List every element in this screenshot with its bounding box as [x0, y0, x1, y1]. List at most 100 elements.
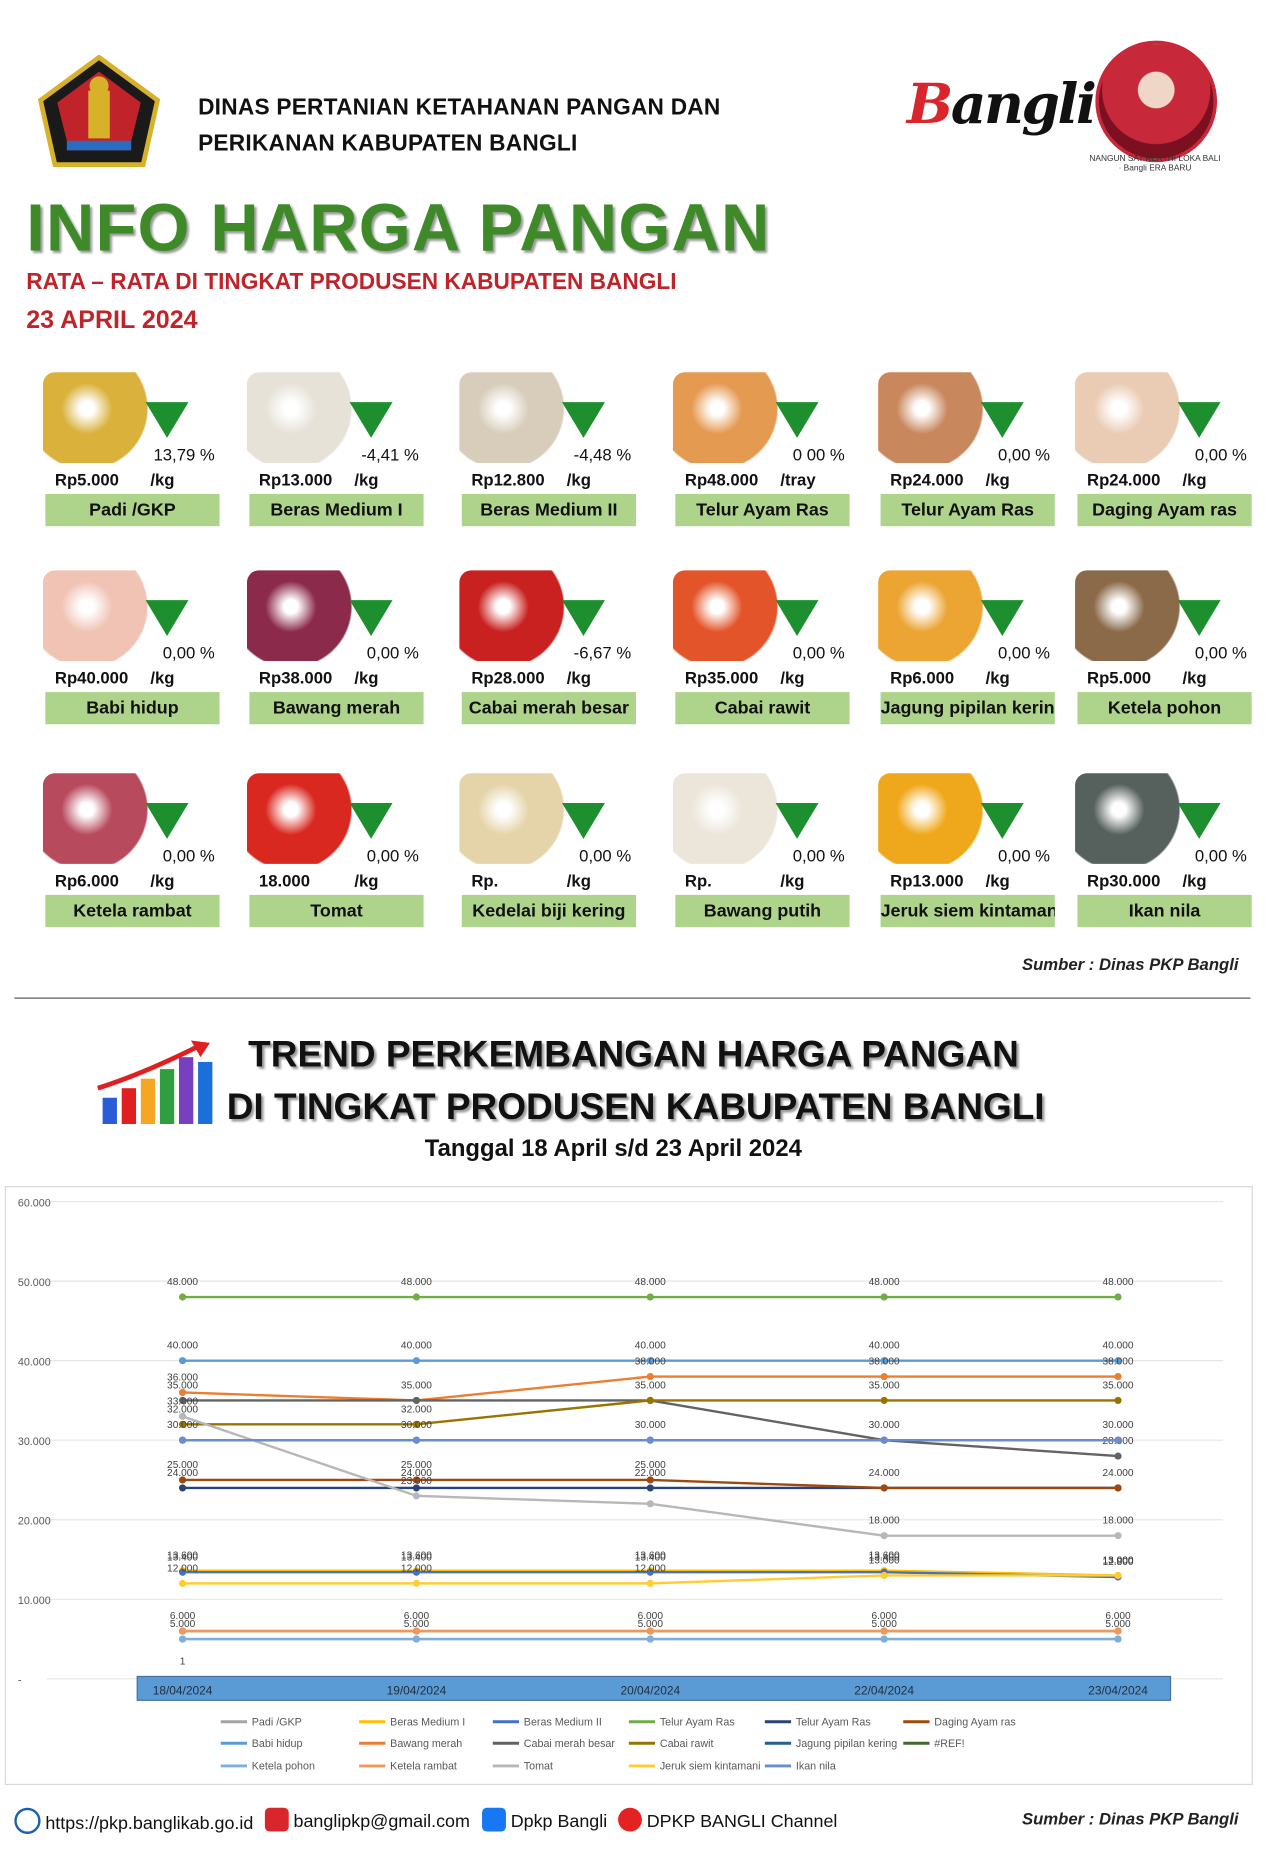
agency-name-line1: DINAS PERTANIAN KETAHANAN PANGAN DAN — [198, 95, 721, 121]
data-point — [1114, 1293, 1122, 1301]
globe-icon — [14, 1807, 41, 1834]
website-text: https://pkp.banglikab.go.id — [45, 1813, 254, 1834]
price-change: -6,67 % — [573, 643, 632, 663]
price-unit: /kg — [150, 470, 175, 490]
garlic-icon — [672, 773, 783, 864]
email-link[interactable]: banglipkp@gmail.com — [264, 1807, 470, 1832]
price-value: Rp6.000 — [890, 668, 955, 688]
data-point — [412, 1627, 421, 1635]
down-arrow-icon — [1177, 402, 1221, 438]
data-label: 48.000 — [869, 1277, 900, 1288]
commodity-tile: 0,00 % Rp24.000/kg Daging Ayam ras — [1075, 372, 1254, 539]
price-unit: /kg — [150, 668, 175, 688]
price-value: Rp5.000 — [54, 470, 119, 490]
data-label: 13.400 — [869, 1552, 900, 1563]
x-tick-label: 18/04/2024 — [153, 1683, 213, 1697]
data-label: 18.000 — [1103, 1516, 1134, 1527]
data-label: 25.000 — [167, 1460, 198, 1471]
commodity-tile: 0,00 % Rp24.000/kg Telur Ayam Ras — [878, 372, 1057, 539]
facebook-link[interactable]: Dpkp Bangli — [482, 1807, 607, 1832]
data-point — [646, 1579, 654, 1587]
price-change: 0,00 % — [366, 845, 419, 866]
price-change: -4,48 % — [573, 445, 632, 465]
data-label: 35.000 — [869, 1380, 900, 1391]
data-label: 13.000 — [869, 1555, 900, 1566]
section-divider — [14, 997, 1251, 999]
legend-label: Padi /GKP — [252, 1716, 302, 1728]
rice-icon — [246, 372, 357, 463]
data-label: 33.000 — [167, 1396, 198, 1407]
commodity-name: Jeruk siem kintamani — [880, 894, 1055, 928]
price-value: Rp. — [471, 871, 499, 891]
data-point — [412, 1579, 421, 1587]
price-trend-chart: 60.000 50.000 40.000 30.000 20.000 10.000 - 18/… — [4, 1186, 1253, 1786]
agency-name-line2: PERIKANAN KABUPATEN BANGLI — [198, 131, 578, 157]
data-label: 35.000 — [635, 1380, 666, 1391]
data-point — [880, 1627, 888, 1635]
data-point — [880, 1396, 888, 1404]
cassava-icon — [1075, 570, 1185, 662]
down-arrow-icon — [349, 402, 393, 438]
price-value: Rp30.000 — [1087, 871, 1161, 891]
legend-label: Ketela rambat — [390, 1761, 457, 1773]
commodity-name: Kedelai biji kering — [461, 894, 636, 928]
rice-sack-icon — [459, 372, 570, 463]
down-arrow-icon — [561, 600, 605, 636]
y-tick-label: 10.000 — [18, 1595, 51, 1607]
sweet-potato-icon — [42, 773, 153, 864]
data-label: 30.000 — [635, 1420, 666, 1431]
commodity-tile: -6,67 % Rp28.000/kg Cabai merah besar — [459, 570, 638, 737]
commodity-name: Telur Ayam Ras — [880, 493, 1055, 527]
data-label: 38.000 — [635, 1357, 666, 1368]
price-change: 0,00 % — [1194, 445, 1247, 465]
price-value: Rp24.000 — [1087, 470, 1161, 490]
data-label: 6.000 — [871, 1611, 897, 1622]
data-point — [412, 1396, 421, 1404]
legend-label: #REF! — [934, 1738, 964, 1750]
price-unit: /kg — [354, 470, 379, 490]
trend-date-range: Tanggal 18 April s/d 23 April 2024 — [424, 1135, 802, 1163]
bird-chili-icon — [672, 570, 783, 662]
data-point — [880, 1357, 888, 1365]
website-link[interactable]: https://pkp.banglikab.go.id — [14, 1807, 254, 1834]
data-point — [412, 1635, 421, 1643]
legend-label: Beras Medium I — [390, 1716, 465, 1728]
data-label: 38.000 — [1103, 1357, 1134, 1368]
legend-label: Beras Medium II — [524, 1716, 602, 1728]
commodity-name: Cabai rawit — [675, 692, 850, 725]
x-tick-label: 19/04/2024 — [387, 1683, 447, 1697]
data-point — [178, 1579, 187, 1587]
egg-tray-icon — [672, 372, 783, 463]
price-unit: /kg — [985, 668, 1010, 688]
price-unit: /tray — [780, 470, 816, 490]
data-point — [1114, 1452, 1122, 1460]
price-value: Rp6.000 — [54, 871, 119, 891]
data-label: 35.000 — [167, 1380, 198, 1391]
data-point — [880, 1484, 888, 1492]
data-label: 13.600 — [401, 1551, 432, 1562]
data-point — [646, 1500, 654, 1508]
trend-chart-svg: 60.000 50.000 40.000 30.000 20.000 10.000 - 18/… — [18, 1197, 1224, 1773]
commodity-name: Daging Ayam ras — [1077, 493, 1252, 527]
shallot-icon — [246, 570, 357, 662]
data-point — [412, 1293, 421, 1301]
trend-title-line1: TREND PERKEMBANGAN HARGA PANGAN — [248, 1033, 1019, 1076]
data-label: 1 — [180, 1657, 186, 1668]
data-point — [646, 1396, 654, 1404]
y-tick-label: 20.000 — [18, 1516, 51, 1528]
legend-label: Daging Ayam ras — [934, 1716, 1015, 1728]
soybean-icon — [459, 773, 570, 864]
data-point — [412, 1357, 421, 1365]
price-value: Rp13.000 — [890, 871, 964, 891]
price-value: Rp13.000 — [258, 470, 333, 490]
data-label: 13.600 — [869, 1551, 900, 1562]
commodity-name: Padi /GKP — [45, 493, 220, 527]
legend-label: Jagung pipilan kering — [796, 1738, 897, 1750]
data-point — [412, 1476, 421, 1484]
down-arrow-icon — [145, 803, 189, 839]
down-arrow-icon — [349, 803, 393, 839]
down-arrow-icon — [1177, 600, 1221, 636]
commodity-tile: 0,00 % Rp40.000/kg Babi hidup — [42, 570, 222, 737]
youtube-link[interactable]: DPKP BANGLI Channel — [618, 1807, 837, 1832]
data-label: 13.400 — [401, 1552, 432, 1563]
